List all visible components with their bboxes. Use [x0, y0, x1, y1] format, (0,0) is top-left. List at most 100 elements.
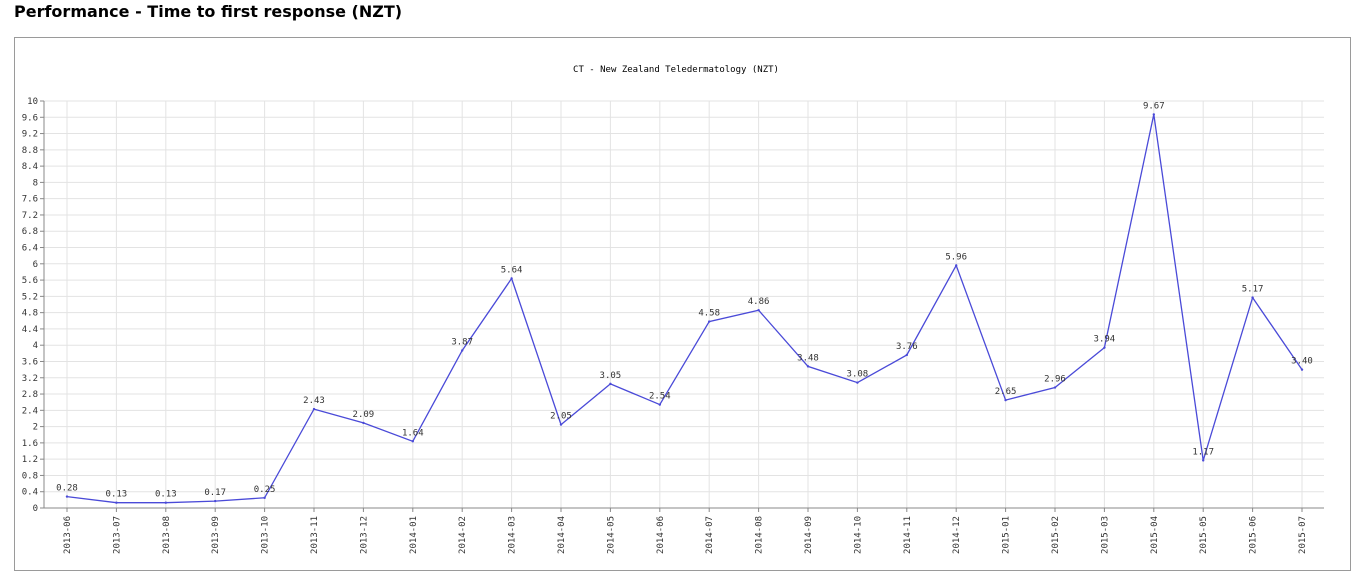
data-label: 3.40 [1291, 357, 1313, 367]
y-tick-label: 0.4 [22, 488, 38, 498]
data-point [164, 501, 167, 504]
data-label: 0.17 [204, 488, 226, 498]
x-tick-label: 2014-09 [804, 516, 814, 554]
x-tick-label: 2014-10 [853, 516, 863, 554]
data-label: 0.28 [56, 484, 78, 494]
y-tick-label: 9.2 [22, 130, 38, 140]
data-point [708, 320, 711, 323]
data-label: 2.43 [303, 396, 325, 406]
chart-grid [40, 100, 1324, 512]
y-tick-label: 2.4 [22, 406, 38, 416]
data-label: 5.96 [945, 252, 967, 262]
y-tick-label: 1.2 [22, 455, 38, 465]
y-tick-label: 8.8 [22, 146, 38, 156]
data-point [658, 403, 661, 406]
y-tick-label: 7.6 [22, 195, 38, 205]
data-point [609, 382, 612, 386]
data-label: 5.64 [501, 265, 523, 275]
x-tick-label: 2014-04 [557, 516, 567, 554]
y-tick-label: 3.6 [22, 357, 38, 367]
x-tick-label: 2013-07 [112, 516, 122, 554]
x-tick-label: 2014-02 [458, 516, 468, 554]
x-tick-label: 2015-06 [1249, 516, 1259, 554]
data-label: 3.76 [896, 342, 918, 352]
y-tick-label: 7.2 [22, 211, 38, 221]
y-tick-label: 8 [33, 178, 38, 188]
y-tick-label: 1.6 [22, 439, 38, 449]
data-point [559, 423, 563, 426]
y-tick-label: 3.2 [22, 374, 38, 384]
data-label: 2.65 [995, 387, 1017, 397]
data-label: 0.13 [155, 490, 177, 500]
data-point [1202, 459, 1205, 462]
data-point [362, 421, 365, 425]
data-label: 2.96 [1044, 375, 1066, 385]
data-label: 5.17 [1242, 285, 1264, 295]
x-tick-label: 2014-03 [508, 516, 518, 554]
data-point [461, 349, 464, 352]
data-point [115, 501, 118, 504]
chart-frame [14, 37, 1351, 571]
data-label: 3.08 [847, 370, 869, 380]
data-point [1103, 346, 1106, 349]
y-tick-label: 2 [33, 423, 38, 433]
x-tick-label: 2013-12 [359, 516, 369, 554]
data-label: 0.13 [106, 490, 128, 500]
x-tick-label: 2014-06 [656, 516, 666, 554]
data-label: 3.87 [451, 337, 473, 347]
data-point [1251, 296, 1254, 299]
data-label: 2.05 [550, 412, 572, 422]
x-tick-label: 2013-08 [162, 516, 172, 554]
data-point [312, 407, 316, 411]
x-tick-label: 2013-06 [63, 516, 73, 554]
x-tick-label: 2015-07 [1298, 516, 1308, 554]
x-tick-label: 2013-09 [211, 516, 221, 554]
y-tick-label: 2.8 [22, 390, 38, 400]
x-tick-label: 2014-01 [409, 516, 419, 554]
data-point [263, 496, 266, 500]
y-tick-label: 6.4 [22, 244, 38, 254]
x-tick-label: 2015-05 [1199, 516, 1209, 554]
y-tick-label: 0.8 [22, 471, 38, 481]
x-tick-label: 2014-12 [952, 516, 962, 554]
chart-title: CT - New Zealand Teledermatology (NZT) [573, 65, 779, 75]
x-tick-label: 2015-01 [1002, 516, 1012, 554]
data-point [1004, 398, 1007, 402]
y-tick-label: 6.8 [22, 227, 38, 237]
data-point [1300, 368, 1304, 371]
data-label: 3.48 [797, 353, 819, 363]
x-tick-label: 2014-11 [903, 516, 913, 554]
y-tick-label: 5.6 [22, 276, 38, 286]
x-tick-label: 2014-05 [606, 516, 616, 554]
data-label: 3.94 [1094, 335, 1116, 345]
data-point [65, 495, 69, 498]
data-point [1152, 113, 1156, 116]
y-tick-label: 10 [27, 97, 38, 107]
x-tick-label: 2014-08 [755, 516, 765, 554]
y-tick-label: 4.8 [22, 309, 38, 319]
data-label: 3.05 [600, 371, 622, 381]
page-title: Performance - Time to first response (NZ… [14, 2, 403, 21]
data-label: 9.67 [1143, 101, 1165, 111]
data-label: 2.54 [649, 392, 671, 402]
x-tick-label: 2015-03 [1100, 516, 1110, 554]
data-label: 0.25 [254, 485, 276, 495]
x-tick-label: 2013-11 [310, 516, 320, 554]
y-tick-label: 4.4 [22, 325, 38, 335]
data-label: 4.86 [748, 297, 770, 307]
y-tick-label: 8.4 [22, 162, 38, 172]
data-point [411, 440, 414, 443]
y-tick-label: 9.6 [22, 113, 38, 123]
y-tick-label: 6 [33, 260, 38, 270]
data-label: 2.09 [353, 410, 375, 420]
x-tick-label: 2014-07 [705, 516, 715, 554]
data-point [1053, 386, 1057, 389]
data-label: 4.58 [698, 309, 720, 319]
x-tick-label: 2015-04 [1150, 516, 1160, 554]
y-tick-label: 0 [33, 504, 38, 514]
x-tick-label: 2013-10 [261, 516, 271, 554]
y-tick-label: 4 [33, 341, 38, 351]
x-tick-label: 2015-02 [1051, 516, 1061, 554]
